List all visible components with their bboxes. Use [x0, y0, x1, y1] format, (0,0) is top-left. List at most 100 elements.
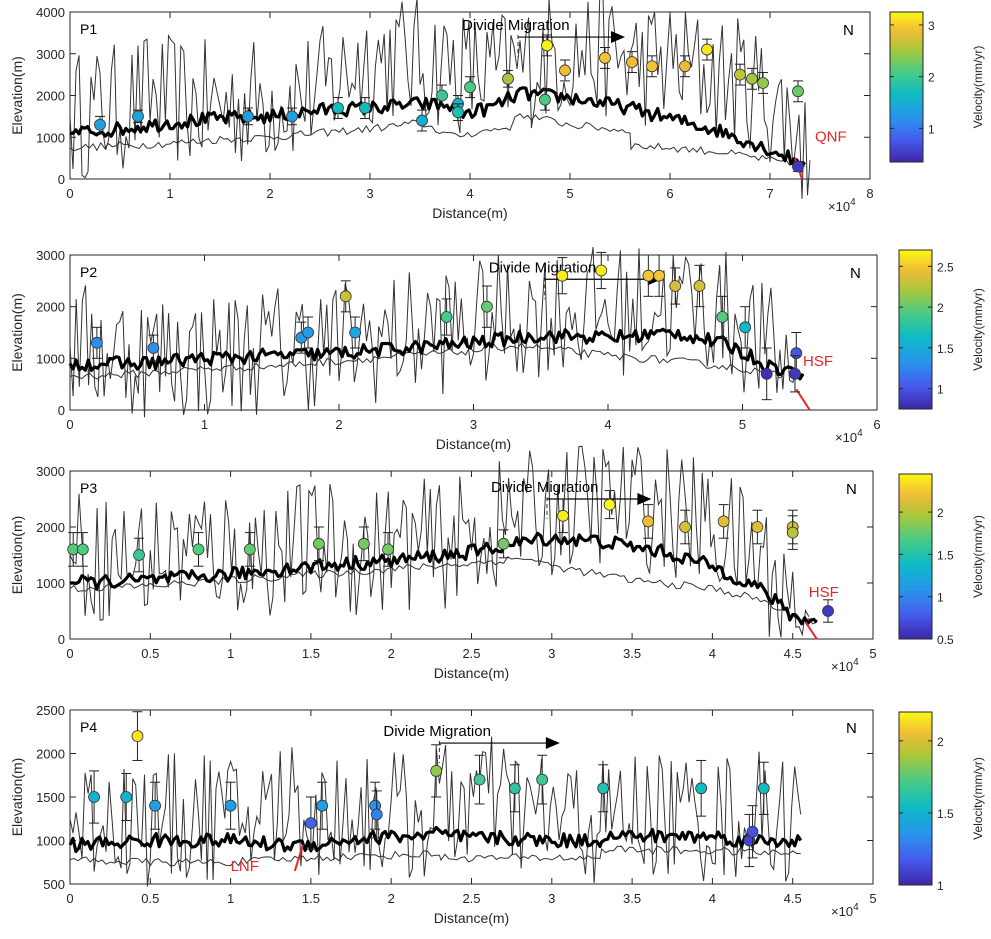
- colorbar-tick-label: 2: [937, 301, 944, 315]
- colorbar-tick-label: 1: [937, 879, 944, 893]
- data-point: [646, 60, 658, 73]
- x-tick-label: 1.5: [302, 891, 320, 906]
- x-tick-label: 2.5: [462, 891, 480, 906]
- north-label: N: [850, 265, 861, 282]
- y-tick-label: 0: [58, 632, 65, 647]
- data-point: [642, 269, 655, 282]
- axes-box: [69, 470, 874, 640]
- x-tick-label: 6: [873, 417, 880, 432]
- data-point: [76, 543, 89, 556]
- data-point: [693, 280, 706, 292]
- y-axis-label: Elevation(m): [9, 516, 25, 595]
- data-point: [508, 782, 521, 795]
- colorbar-tick-label: 1: [928, 122, 935, 136]
- colorbar: [898, 473, 933, 640]
- profile-min-line: [69, 845, 801, 867]
- fault-label: HSF: [809, 584, 839, 601]
- x-tick-label: 1.5: [302, 646, 320, 661]
- x-tick-label: 4: [466, 186, 473, 201]
- data-point: [822, 605, 834, 617]
- data-point: [286, 110, 298, 123]
- colorbar-tick-label: 1: [937, 591, 944, 605]
- x-axis-label: Distance(m): [434, 910, 509, 926]
- x-tick-label: 0: [66, 417, 73, 432]
- profile-mean-line: [69, 531, 818, 626]
- x-axis-label: Distance(m): [436, 436, 511, 452]
- migration-arrow-head: [545, 737, 560, 750]
- colorbar: [898, 249, 933, 410]
- data-point: [88, 791, 100, 803]
- x-tick-label: 2.5: [462, 646, 480, 661]
- x-tick-label: 3: [548, 646, 555, 661]
- x-tick-label: 5: [566, 186, 573, 201]
- x-tick-label: 3: [548, 891, 555, 906]
- colorbar-label: Velocity(mm/yr): [971, 288, 985, 371]
- data-point: [595, 264, 608, 277]
- colorbar-tick-label: 1.5: [937, 342, 954, 356]
- x-tick-label: 3.5: [623, 891, 641, 906]
- y-axis-label: Elevation(m): [9, 293, 25, 372]
- profile-min-line: [69, 556, 817, 625]
- data-point: [597, 782, 610, 795]
- fault-line: [293, 844, 304, 872]
- north-label: N: [843, 22, 854, 39]
- y-tick-label: 0: [58, 403, 65, 418]
- data-point: [626, 56, 638, 68]
- panel-p2: 0 1 2 3 4 5 6 0 1000 2000 3000 Distance(m) Elevation…: [9, 246, 985, 452]
- data-point: [339, 290, 352, 303]
- data-point: [473, 773, 486, 786]
- x-tick-label: 0.5: [141, 891, 159, 906]
- colorbar-tick-label: 2: [928, 71, 935, 85]
- x-tick-label: 1: [166, 186, 173, 201]
- data-point: [91, 336, 103, 349]
- migration-arrow-head: [637, 493, 652, 505]
- fault-label: LNF: [231, 858, 259, 875]
- divide-migration-label: Divide Migration: [489, 259, 597, 276]
- data-point: [559, 64, 571, 77]
- data-point: [332, 102, 344, 114]
- data-point: [734, 68, 746, 81]
- panel-label: P2: [80, 264, 97, 280]
- data-point: [757, 782, 770, 795]
- data-point: [133, 549, 145, 561]
- colorbar-tick-label: 2.5: [937, 260, 954, 274]
- y-tick-label: 1000: [36, 834, 65, 849]
- data-point: [603, 498, 616, 511]
- data-point: [541, 39, 553, 52]
- profile-min-line: [69, 342, 784, 380]
- x-tick-label: 3: [366, 186, 373, 201]
- data-point: [792, 85, 804, 98]
- profile-min-line: [69, 113, 806, 170]
- x-axis-label: Distance(m): [432, 205, 507, 221]
- data-point: [760, 367, 773, 380]
- data-point: [464, 81, 476, 94]
- y-tick-label: 4000: [36, 5, 65, 20]
- fault-label: QNF: [815, 128, 847, 145]
- data-point: [440, 311, 453, 323]
- data-point: [357, 537, 370, 550]
- data-point: [739, 321, 752, 334]
- x-tick-label: 0: [66, 646, 73, 661]
- data-point: [370, 808, 383, 821]
- divide-migration-label: Divide Migration: [383, 723, 491, 740]
- fault-line: [795, 388, 811, 411]
- y-tick-label: 2500: [36, 703, 65, 718]
- data-point: [304, 817, 317, 829]
- x-tick-label: 3: [470, 417, 477, 432]
- data-point: [792, 160, 804, 173]
- profile-mean-line: [69, 86, 807, 169]
- x-tick-label: 1: [227, 891, 234, 906]
- data-point: [751, 521, 764, 533]
- fault-line: [804, 621, 818, 640]
- data-point: [701, 43, 713, 56]
- y-tick-label: 1000: [36, 130, 65, 145]
- x-tick-label: 4: [709, 646, 716, 661]
- axes-box: [69, 709, 874, 885]
- data-point: [94, 118, 106, 131]
- fault-label: HSF: [803, 353, 833, 370]
- data-point: [243, 543, 256, 556]
- data-point: [539, 93, 551, 106]
- data-point: [536, 773, 549, 786]
- colorbar-tick-label: 0.5: [937, 633, 954, 647]
- panel-label: P1: [80, 21, 97, 37]
